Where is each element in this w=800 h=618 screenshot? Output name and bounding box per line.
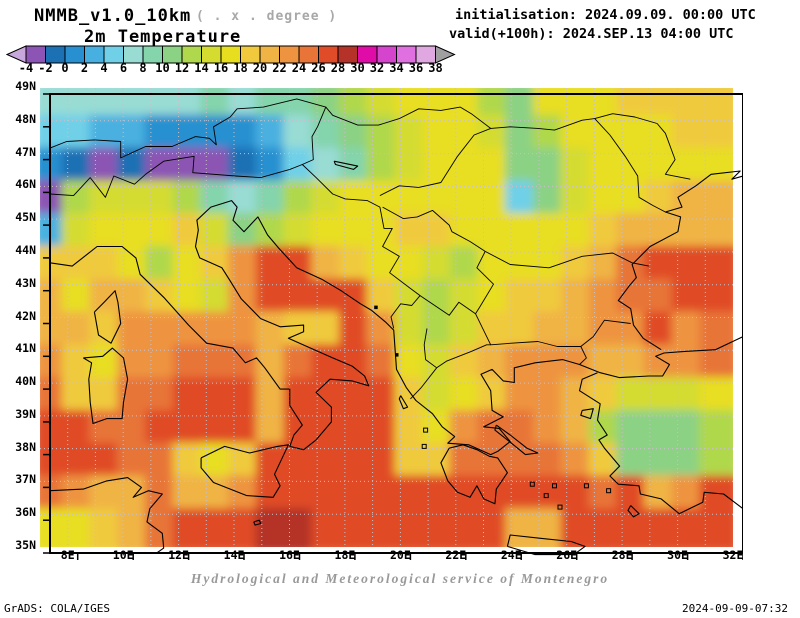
- lat-axis-label: 39N: [15, 406, 36, 421]
- lat-axis-label: 40N: [15, 374, 36, 389]
- islet-outline: [606, 488, 612, 494]
- colorbar-over-arrow: [435, 45, 456, 64]
- colorbar-tick-label: 0: [61, 61, 69, 75]
- lon-axis-label: 28E: [611, 548, 633, 562]
- lat-axis-label: 45N: [15, 210, 36, 225]
- grads-credit: GrADS: COLA/IGES: [4, 602, 110, 615]
- coastlines: [49, 160, 743, 556]
- lon-axis-label: 30E: [667, 548, 688, 562]
- islet-outline: [552, 483, 557, 489]
- colorbar-tick-label: 24: [291, 61, 307, 75]
- lon-axis-label: 12E: [168, 548, 189, 562]
- colorbar-tick-label: 32: [369, 61, 385, 75]
- colorbar-tick-label: 12: [174, 61, 190, 75]
- colorbar-tick-label: 2: [80, 61, 89, 75]
- valid-time: valid(+100h): 2024.SEP.13 04:00 UTC: [449, 26, 734, 42]
- colorbar-tick-label: 36: [408, 61, 424, 75]
- colorbar-tick-label: 30: [350, 61, 365, 75]
- lon-axis-label: 18E: [334, 548, 356, 562]
- axis-ticks: [43, 93, 743, 560]
- lat-axis-label: 42N: [15, 308, 36, 323]
- colorbar-tick-label: -2: [38, 61, 53, 75]
- lat-axis-label: 36N: [15, 505, 36, 520]
- colorbar-tick-label: 38: [428, 61, 443, 75]
- initialisation-time: initialisation: 2024.09.09. 00:00 UTC: [455, 7, 756, 23]
- lat-axis-label: 44N: [15, 242, 36, 257]
- colorbar-tick-label: 4: [100, 61, 108, 75]
- field-title: 2m Temperature: [84, 27, 242, 47]
- colorbar-tick-label: 8: [139, 61, 147, 75]
- colorbar-tick-label: 16: [213, 61, 229, 75]
- colorbar-tick-label: 18: [233, 61, 248, 75]
- lat-axis-label: 35N: [15, 538, 36, 552]
- colorbar-tick-label: 6: [119, 61, 128, 75]
- model-title: NMMB_v1.0_10km: [34, 6, 192, 26]
- lat-axis-label: 37N: [15, 472, 36, 487]
- map-svg: [40, 88, 743, 560]
- lat-axis-label: 46N: [15, 177, 36, 192]
- lat-axis-label: 41N: [15, 341, 36, 356]
- model-resolution-note: ( . x . degree ): [196, 9, 338, 24]
- lon-axis-label: 16E: [279, 548, 300, 562]
- lat-axis-label: 47N: [15, 144, 36, 159]
- lat-axis-label: 43N: [15, 275, 36, 290]
- islet-outline: [557, 504, 563, 510]
- map-frame-group: [43, 93, 743, 560]
- islet-outline: [583, 483, 589, 489]
- colorbar-tick-label: 26: [311, 61, 326, 75]
- colorbar-tick-label: 20: [252, 61, 268, 75]
- colorbar-tick-label: 10: [155, 61, 170, 75]
- temperature-field: [40, 88, 733, 547]
- creation-timestamp: 2024-09-09-07:32: [682, 602, 788, 615]
- islet-outline: [421, 443, 427, 449]
- lat-axis-label: 38N: [15, 439, 36, 454]
- colorbar-tick-label: 28: [330, 61, 346, 75]
- service-credit: Hydrological and Meteorological service …: [190, 571, 610, 586]
- graticule: [40, 88, 733, 547]
- colorbar-tick-label: 22: [272, 61, 287, 75]
- city-dot: [395, 353, 399, 357]
- lon-axis-label: 22E: [445, 548, 467, 562]
- colorbar-tick-label: 34: [389, 61, 404, 75]
- lon-axis-label: 8E: [60, 548, 75, 562]
- country-borders: [49, 98, 691, 400]
- islet-outline: [529, 481, 535, 487]
- lon-axis-label: 20E: [389, 548, 411, 562]
- lon-axis-label: 24E: [500, 548, 522, 562]
- lat-axis-label: 49N: [15, 79, 36, 93]
- colorbar-tick-label: 14: [194, 61, 209, 75]
- islet-outline: [543, 493, 549, 499]
- lon-axis-label: 14E: [223, 548, 245, 562]
- city-dot: [374, 305, 378, 310]
- islet-outline: [423, 427, 429, 433]
- lat-axis-label: 48N: [15, 111, 36, 126]
- lon-axis-label: 10E: [112, 548, 134, 562]
- colorbar-svg: [6, 45, 456, 64]
- colorbar-tick-label: -4: [18, 61, 34, 75]
- lon-axis-label: 32E: [722, 548, 744, 562]
